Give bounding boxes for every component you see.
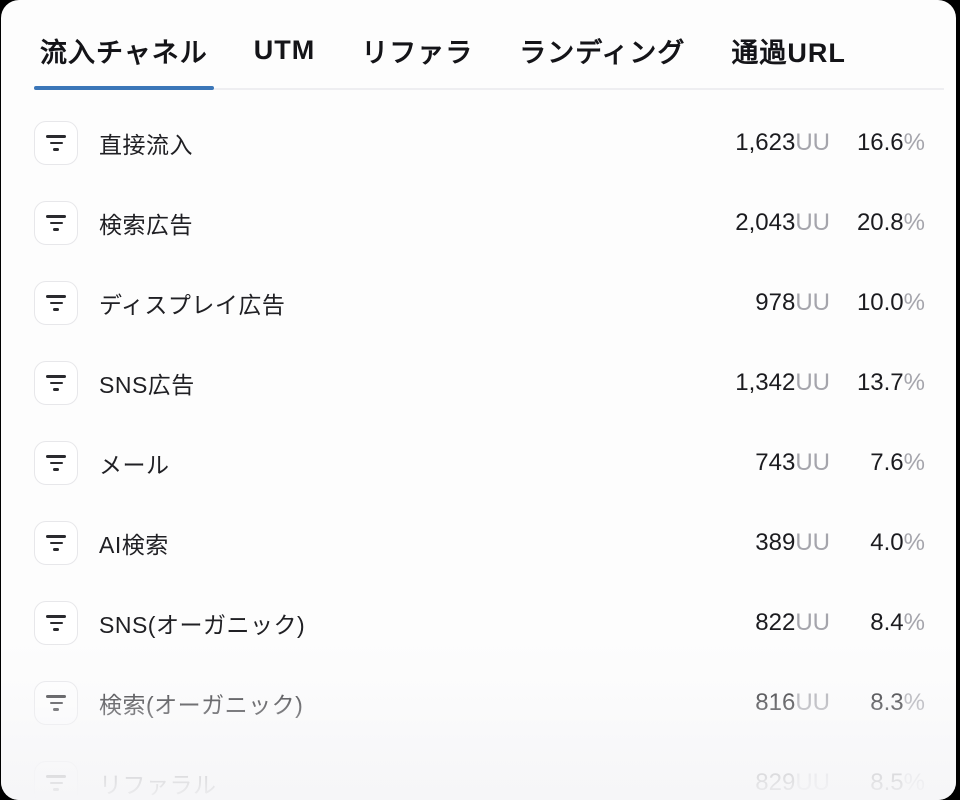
channel-label: ディスプレイ広告 [99, 292, 286, 318]
filter-button[interactable] [34, 761, 78, 800]
table-row: SNS広告 1,342UU 13.7% [1, 343, 956, 423]
tab-UTM[interactable]: UTM [248, 30, 321, 88]
uu-value: 978 [755, 289, 796, 316]
tab-ランディング[interactable]: ランディング [513, 30, 691, 88]
channel-label: メール [99, 452, 170, 478]
pct-value: 8.4 [870, 609, 904, 636]
uu-stat: 389UU [665, 529, 830, 557]
pct-unit: % [903, 609, 925, 636]
pct-stat: 16.6% [830, 129, 925, 157]
pct-unit: % [903, 769, 925, 796]
pct-value: 13.7 [856, 369, 904, 396]
filter-button[interactable] [34, 121, 78, 165]
pct-stat: 7.6% [830, 449, 925, 477]
pct-value: 10.0 [856, 289, 904, 316]
filter-button[interactable] [34, 521, 78, 565]
uu-value: 822 [755, 609, 796, 636]
channel-label: AI検索 [99, 532, 169, 558]
uu-unit: UU [795, 529, 830, 556]
uu-value: 2,043 [735, 209, 796, 236]
table-row: ディスプレイ広告 978UU 10.0% [1, 263, 956, 343]
uu-stat: 822UU [665, 609, 830, 637]
filter-icon [46, 295, 66, 311]
uu-stat: 978UU [665, 289, 830, 317]
table-row: 検索広告 2,043UU 20.8% [1, 183, 956, 263]
filter-icon [46, 695, 66, 711]
uu-stat: 1,623UU [665, 129, 830, 157]
tab-通過URL[interactable]: 通過URL [725, 30, 852, 88]
table-row: AI検索 389UU 4.0% [1, 503, 956, 583]
table-row: SNS(オーガニック) 822UU 8.4% [1, 583, 956, 663]
pct-unit: % [903, 289, 925, 316]
uu-stat: 1,342UU [665, 369, 830, 397]
pct-value: 20.8 [856, 209, 904, 236]
uu-stat: 816UU [665, 689, 830, 717]
filter-button[interactable] [34, 201, 78, 245]
pct-stat: 8.3% [830, 689, 925, 717]
filter-icon [46, 215, 66, 231]
pct-stat: 10.0% [830, 289, 925, 317]
active-tab-underline [34, 86, 214, 90]
pct-stat: 13.7% [830, 369, 925, 397]
uu-value: 1,623 [735, 129, 796, 156]
pct-stat: 8.4% [830, 609, 925, 637]
pct-value: 7.6 [870, 449, 904, 476]
tab-channels[interactable]: 流入チャネル [34, 30, 214, 90]
pct-value: 8.5 [870, 769, 904, 796]
channel-label: 検索(オーガニック) [99, 692, 304, 718]
table-row: 検索(オーガニック) 816UU 8.3% [1, 663, 956, 743]
tab-リファラ[interactable]: リファラ [355, 30, 479, 88]
pct-unit: % [903, 449, 925, 476]
uu-unit: UU [795, 209, 830, 236]
pct-value: 8.3 [870, 689, 904, 716]
pct-unit: % [903, 529, 925, 556]
uu-unit: UU [795, 369, 830, 396]
pct-value: 16.6 [856, 129, 904, 156]
filter-icon [46, 535, 66, 551]
uu-stat: 2,043UU [665, 209, 830, 237]
uu-value: 743 [755, 449, 796, 476]
channel-tabbar: 流入チャネル UTM リファラ ランディング 通過URL [34, 0, 944, 90]
pct-stat: 8.5% [830, 769, 925, 797]
pct-stat: 20.8% [830, 209, 925, 237]
uu-value: 1,342 [735, 369, 796, 396]
channel-list: 直接流入 1,623UU 16.6% 検索広告 2,043UU 20.8% ディ… [1, 90, 956, 800]
channel-label: SNS広告 [99, 372, 195, 398]
filter-icon [46, 615, 66, 631]
pct-value: 4.0 [870, 529, 904, 556]
pct-stat: 4.0% [830, 529, 925, 557]
filter-icon [46, 135, 66, 151]
uu-value: 816 [755, 689, 796, 716]
table-row: 直接流入 1,623UU 16.6% [1, 103, 956, 183]
uu-value: 389 [755, 529, 796, 556]
channel-label: 直接流入 [99, 132, 193, 158]
table-row: メール 743UU 7.6% [1, 423, 956, 503]
uu-unit: UU [795, 129, 830, 156]
channel-label: SNS(オーガニック) [99, 612, 306, 638]
uu-unit: UU [795, 289, 830, 316]
channel-label: リファラル [99, 772, 217, 798]
uu-stat: 743UU [665, 449, 830, 477]
uu-stat: 829UU [665, 769, 830, 797]
uu-unit: UU [795, 449, 830, 476]
table-row: リファラル 829UU 8.5% [1, 743, 956, 800]
uu-unit: UU [795, 689, 830, 716]
filter-button[interactable] [34, 361, 78, 405]
filter-button[interactable] [34, 601, 78, 645]
filter-icon [46, 455, 66, 471]
filter-button[interactable] [34, 281, 78, 325]
uu-unit: UU [795, 769, 830, 796]
pct-unit: % [903, 689, 925, 716]
pct-unit: % [903, 129, 925, 156]
uu-unit: UU [795, 609, 830, 636]
filter-icon [46, 375, 66, 391]
channel-label: 検索広告 [99, 212, 193, 238]
pct-unit: % [903, 209, 925, 236]
pct-unit: % [903, 369, 925, 396]
uu-value: 829 [755, 769, 796, 796]
filter-button[interactable] [34, 681, 78, 725]
filter-icon [46, 775, 66, 791]
filter-button[interactable] [34, 441, 78, 485]
